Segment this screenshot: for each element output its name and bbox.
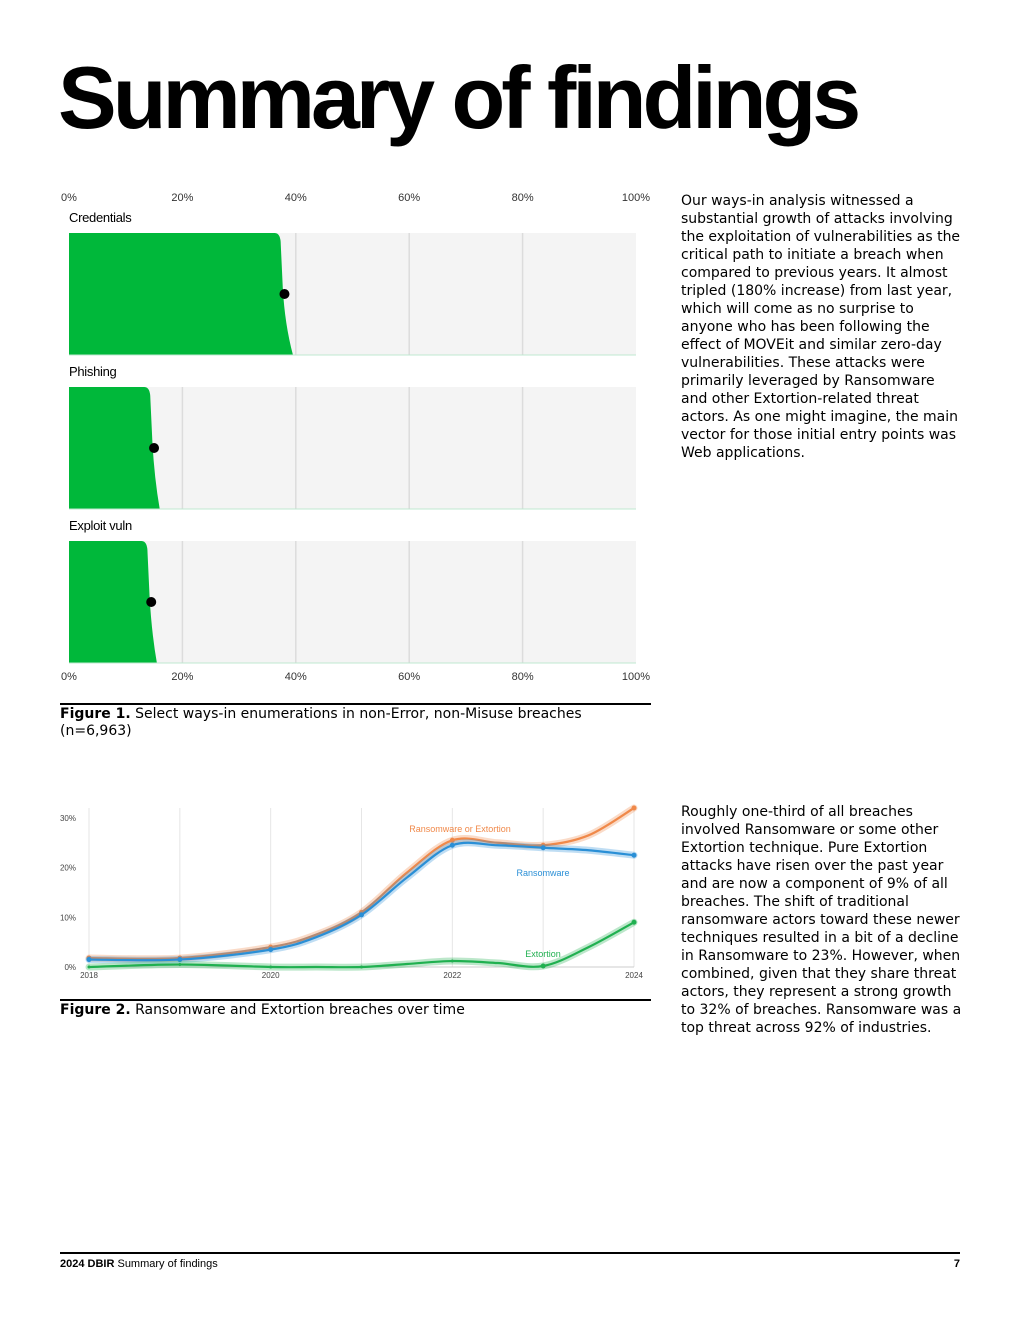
x-tick-label-bottom: 80%: [512, 671, 534, 683]
panel-fill-phishing: [69, 387, 160, 509]
series-point-ransomware: [631, 852, 637, 858]
y-tick-label: 20%: [60, 864, 76, 873]
x-tick-label-top: 100%: [622, 192, 650, 204]
x-tick-label-top: 80%: [512, 192, 534, 204]
series-point-ransomware: [359, 912, 364, 918]
paragraph-ways-in: Our ways-in analysis witnessed a substan…: [681, 193, 961, 461]
panel-fill-credentials: [69, 233, 293, 355]
x-tick-label-top: 20%: [171, 192, 193, 204]
series-point-extortion: [450, 959, 454, 963]
panel-point-exploit-vuln: [146, 597, 157, 607]
footer-rule: [60, 1252, 960, 1254]
x-tick-label-bottom: 40%: [285, 671, 307, 683]
figure-1-chart: 0% 20% 40% 60% 80% 100% 0% 20% 40% 60% 80% 100% Cred…: [61, 192, 650, 683]
x-tick-label: 2020: [262, 971, 280, 980]
paragraph-ransomware: Roughly one-third of all breaches involv…: [681, 804, 962, 1036]
x-tick-label-top: 60%: [398, 192, 420, 204]
page-number: 7: [953, 1258, 960, 1270]
series-point-ransomware: [177, 957, 183, 963]
figure-2-chart: 0% 10% 20% 30% 2018 2020 2022 2024 Ransomware or…: [60, 804, 643, 980]
figure-1-label: Figure 1.: [60, 706, 131, 722]
x-tick-label: 2018: [80, 971, 98, 980]
x-tick-label-bottom: 20%: [171, 671, 193, 683]
series-point-ransomware: [86, 957, 92, 963]
figure-2-label: Figure 2.: [60, 1002, 131, 1018]
series-point-extortion: [178, 963, 182, 967]
series-point-ransomware: [449, 842, 455, 848]
series-line-ransomware-or-extortion: [87, 806, 636, 960]
x-tick-label: 2024: [625, 971, 643, 980]
y-tick-label: 30%: [60, 814, 76, 823]
series-point-ransomware-or-extortion: [631, 805, 637, 811]
series-point-extortion: [631, 919, 637, 925]
series-line-ransomware: [87, 841, 636, 962]
figure-2-caption: Figure 2. Ransomware and Extortion breac…: [60, 1002, 640, 1019]
page-title: Summary of findings: [58, 48, 861, 147]
figure-2-rule: [60, 999, 651, 1001]
panel-background: [69, 541, 636, 663]
series-point-ransomware-or-extortion: [449, 837, 455, 843]
x-tick-label-bottom: 60%: [398, 671, 420, 683]
footer-section: Summary of findings: [114, 1258, 218, 1270]
panel-label: Exploit vuln: [69, 518, 132, 533]
x-tick-label-bottom: 100%: [622, 671, 650, 683]
figure-2-caption-text: Ransomware and Extortion breaches over t…: [130, 1002, 465, 1018]
figure-1-rule: [60, 703, 651, 705]
y-tick-label: 0%: [64, 963, 76, 972]
y-tick-label: 10%: [60, 913, 76, 922]
series-label-ransomware: Ransomware: [516, 868, 569, 878]
x-tick-label-bottom: 0%: [61, 671, 77, 683]
series-label-extortion: Extortion: [525, 949, 561, 959]
panel-label: Phishing: [69, 364, 117, 379]
panel-label: Credentials: [69, 210, 132, 225]
series-label-ransomware-or-extortion: Ransomware or Extortion: [409, 824, 511, 834]
figure-1-caption-text: Select ways-in enumerations in non-Error…: [60, 706, 582, 739]
series-point-extortion: [360, 965, 363, 969]
footer: 2024 DBIR Summary of findings: [60, 1258, 218, 1270]
series-line-extortion: [87, 921, 636, 969]
panel-point-phishing: [149, 443, 160, 453]
series-point-extortion: [87, 965, 91, 969]
footer-report-name: 2024 DBIR: [60, 1258, 115, 1270]
x-tick-label-top: 0%: [61, 192, 77, 204]
x-tick-label: 2022: [443, 971, 461, 980]
series-point-ransomware: [540, 845, 546, 851]
figure-1-caption: Figure 1. Select ways-in enumerations in…: [60, 706, 620, 740]
series-point-extortion: [540, 963, 546, 969]
x-tick-label-top: 40%: [285, 192, 307, 204]
panel-background: [69, 387, 636, 509]
panel-point-credentials: [279, 289, 290, 299]
panel-fill-exploit-vuln: [69, 541, 157, 663]
series-point-ransomware: [268, 947, 274, 953]
series-point-extortion: [269, 965, 273, 969]
